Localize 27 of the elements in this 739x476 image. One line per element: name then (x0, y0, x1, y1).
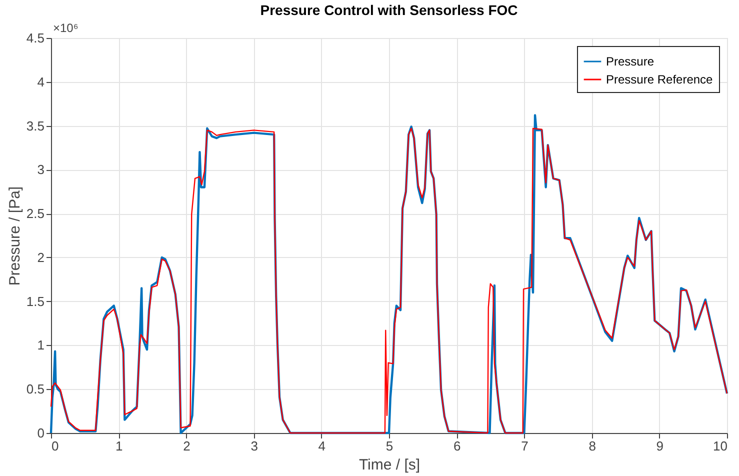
y-tick-label: 2 (37, 250, 44, 265)
y-tick-label: 1 (37, 338, 44, 353)
chart-title: Pressure Control with Sensorless FOC (260, 2, 518, 18)
text: ×10⁶ (53, 21, 78, 35)
x-tick-label: 4 (318, 438, 326, 454)
y-tick-label: 3.5 (26, 118, 44, 134)
x-tick-label: 8 (588, 438, 596, 454)
y-tick-label: 0.5 (26, 382, 44, 397)
y-tick-label: 1.5 (26, 294, 44, 309)
x-tick-label: 6 (453, 438, 461, 454)
y-tick-label: 0 (37, 426, 44, 440)
y-tick-label: 4.5 (26, 30, 44, 46)
x-axis-title: Time / [s] (358, 456, 420, 474)
y-tick-label: 2.5 (26, 206, 44, 222)
x-tick-label: 3 (250, 438, 258, 454)
x-tick-label: 5 (386, 438, 394, 454)
y-tick-label: 3 (37, 162, 44, 178)
x-tick-label: 7 (521, 438, 528, 454)
x-tick-label: 9 (656, 438, 664, 454)
y-tick-label: 4 (37, 74, 44, 90)
x-tick-label: 1 (115, 438, 123, 454)
x-tick-label: 2 (183, 438, 190, 454)
legend-label: Pressure Reference (606, 72, 714, 86)
y-axis-title: Pressure / [Pa] (6, 186, 24, 286)
legend-label: Pressure (606, 54, 654, 68)
x-tick-label: 0 (52, 438, 59, 454)
x-tick-label: 10 (713, 438, 728, 454)
